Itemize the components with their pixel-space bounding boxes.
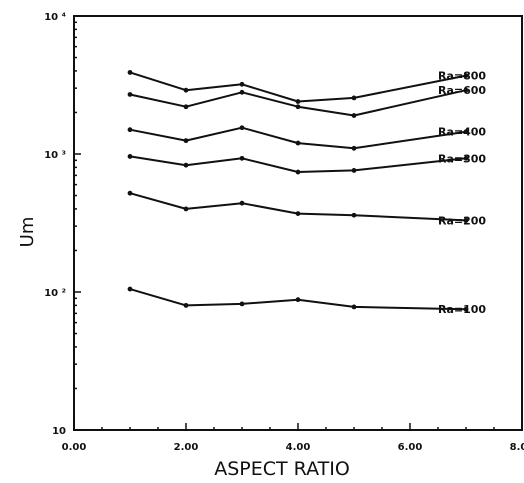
data-point xyxy=(295,104,301,110)
x-tick-label: 2.00 xyxy=(174,442,199,453)
data-point xyxy=(295,297,301,303)
data-point xyxy=(239,155,245,161)
data-point xyxy=(239,81,245,87)
series-label: Ra=100 xyxy=(438,303,486,316)
series-label: Ra=800 xyxy=(438,70,486,83)
data-point xyxy=(463,306,469,312)
data-point xyxy=(463,218,469,223)
data-point xyxy=(351,304,357,310)
x-axis-title: ASPECT RATIO xyxy=(214,458,350,480)
data-point xyxy=(295,169,301,175)
data-point xyxy=(183,104,189,110)
data-point xyxy=(351,95,357,101)
data-point xyxy=(239,125,245,131)
series-line-ra-100 xyxy=(129,288,467,311)
data-point xyxy=(183,87,189,93)
data-point xyxy=(183,206,189,212)
data-point xyxy=(127,92,133,97)
series-line-ra-400 xyxy=(129,126,467,150)
series-line-ra-200 xyxy=(129,192,467,222)
series-line-ra-800 xyxy=(129,71,467,103)
series-label: Ra=400 xyxy=(438,126,486,139)
data-point xyxy=(463,155,469,161)
series-label: Ra=600 xyxy=(438,84,486,97)
data-point xyxy=(127,127,133,133)
y-axis-title: Um xyxy=(17,217,38,248)
data-point xyxy=(183,302,189,308)
data-point xyxy=(183,138,189,144)
y-tick-label: 10 xyxy=(52,426,66,437)
data-point xyxy=(295,211,301,216)
x-tick-label: 6.00 xyxy=(398,442,423,453)
data-point xyxy=(463,87,469,93)
data-point xyxy=(127,70,133,75)
data-point xyxy=(127,190,133,196)
data-point xyxy=(239,301,245,307)
x-tick-label: 4.00 xyxy=(286,442,311,453)
data-point xyxy=(239,200,245,206)
data-point xyxy=(127,154,133,159)
y-tick-label: 10 ³ xyxy=(44,150,66,161)
data-point xyxy=(351,145,357,151)
x-tick-label: 0.00 xyxy=(62,442,87,453)
data-point xyxy=(351,168,357,173)
series-line-ra-300 xyxy=(129,155,467,173)
y-tick-label: 10 ⁴ xyxy=(44,12,66,23)
data-point xyxy=(295,140,301,146)
series-line-ra-600 xyxy=(129,89,467,117)
data-point xyxy=(463,129,469,135)
data-point xyxy=(295,99,301,104)
data-point xyxy=(351,212,357,218)
y-tick-label: 10 ² xyxy=(44,288,66,299)
x-tick-label: 8.00 xyxy=(510,442,524,453)
data-point xyxy=(239,89,245,95)
data-point xyxy=(351,113,357,118)
data-point xyxy=(127,286,133,292)
data-point xyxy=(183,162,189,168)
series-label: Ra=300 xyxy=(438,152,486,165)
series-label: Ra=200 xyxy=(438,214,486,227)
data-point xyxy=(463,73,469,78)
